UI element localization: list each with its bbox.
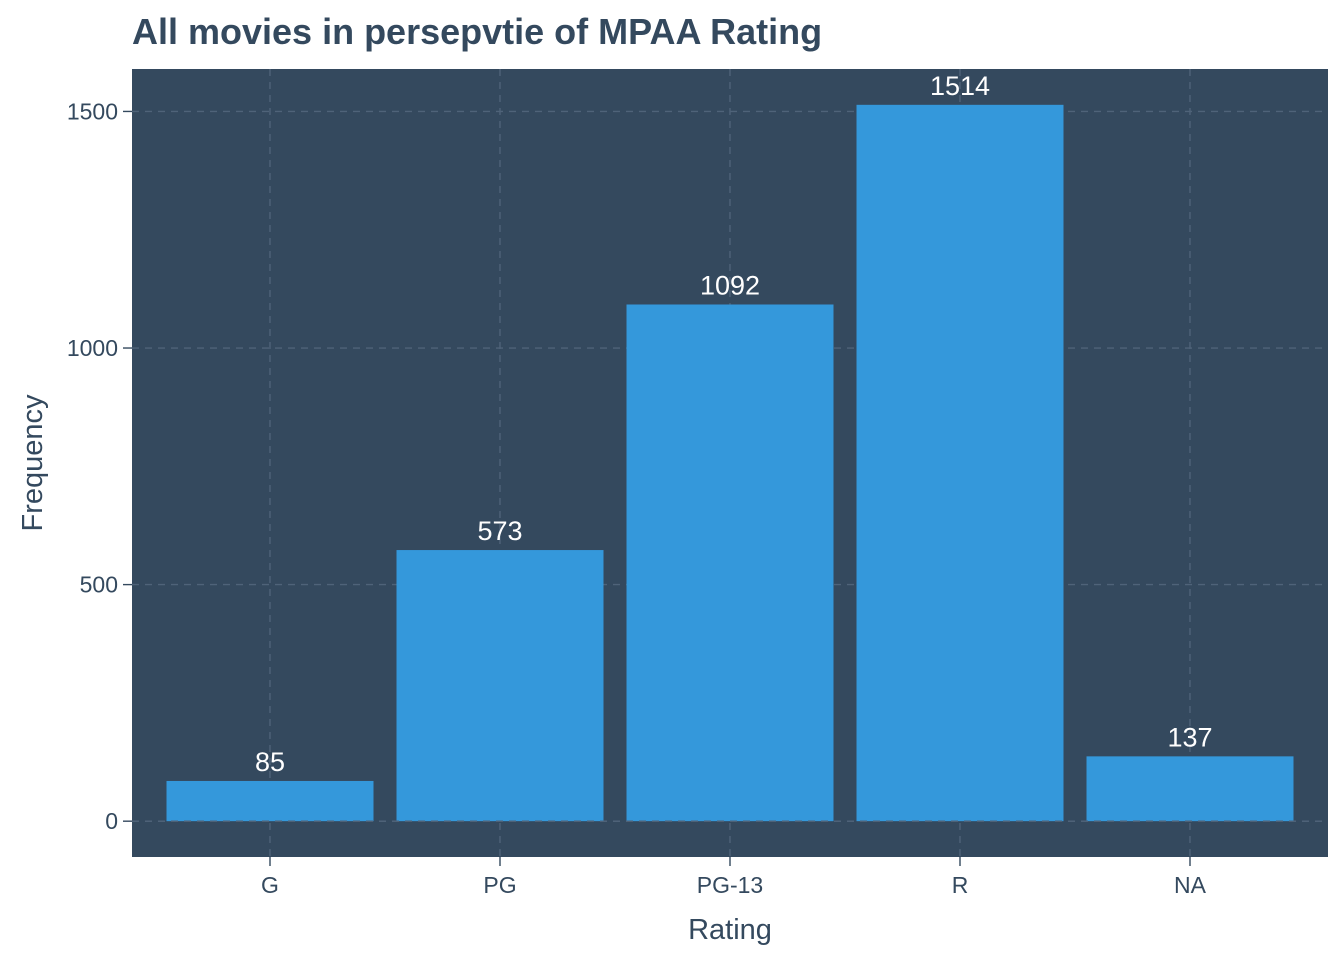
y-tick-label: 0 [105,808,118,834]
bar-value-label: 1514 [930,71,990,101]
y-axis: 0 500 1000 1500 [67,98,132,834]
x-tick-label: R [952,872,969,898]
bar-value-label: 573 [477,516,522,546]
x-axis-title: Rating [688,914,772,946]
y-tick-label: 500 [80,572,118,598]
bar-value-label: 1092 [700,270,760,300]
y-axis-title: Frequency [17,394,49,532]
x-axis: G PG PG-13 R NA [261,857,1207,898]
y-tick-label: 1000 [67,335,118,361]
x-tick-label: NA [1174,872,1207,898]
bars [132,104,1328,822]
bar [396,550,604,822]
x-tick-label: G [261,872,279,898]
y-tick-label: 1500 [67,98,118,124]
bar-value-label: 85 [255,747,285,777]
x-tick-label: PG [483,872,516,898]
bar [626,304,834,822]
bar [856,104,1064,822]
bar [166,780,374,822]
data-labels: 85 573 1092 1514 137 [255,71,1213,777]
bar [1086,756,1294,822]
chart-title: All movies in persepvtie of MPAA Rating [132,11,822,52]
x-tick-label: PG-13 [697,872,763,898]
bar-value-label: 137 [1167,722,1212,752]
